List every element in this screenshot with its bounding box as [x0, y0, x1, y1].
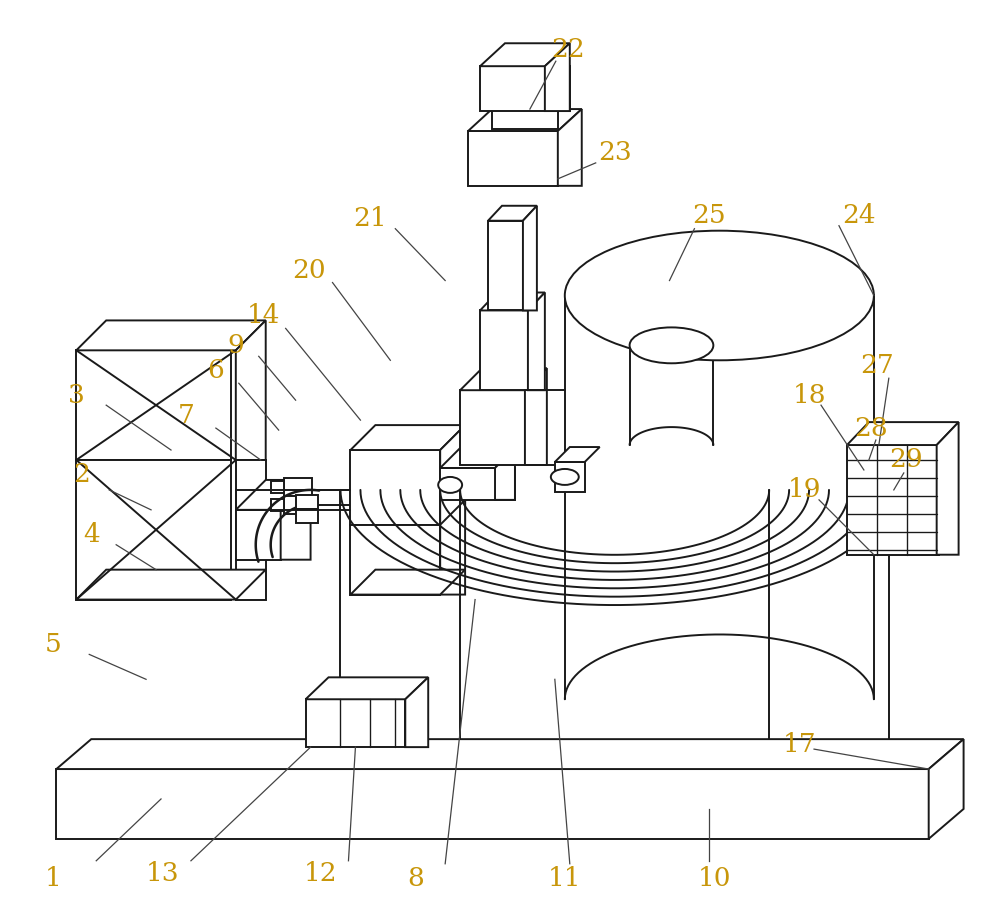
Polygon shape — [281, 480, 311, 560]
Bar — [296, 495, 318, 509]
Polygon shape — [480, 292, 545, 311]
Text: 8: 8 — [407, 867, 424, 891]
Text: 22: 22 — [551, 37, 585, 61]
Polygon shape — [76, 570, 266, 600]
Polygon shape — [440, 500, 465, 594]
Text: 9: 9 — [227, 333, 244, 358]
Bar — [306, 699, 405, 747]
Polygon shape — [306, 677, 428, 699]
Polygon shape — [555, 447, 600, 462]
Bar — [460, 390, 545, 465]
Text: 14: 14 — [247, 303, 280, 328]
Polygon shape — [480, 43, 570, 66]
Polygon shape — [440, 425, 465, 525]
Polygon shape — [488, 206, 537, 221]
Polygon shape — [558, 109, 582, 186]
Text: 4: 4 — [83, 522, 100, 547]
Bar — [271, 499, 284, 511]
Polygon shape — [937, 422, 959, 555]
Text: 11: 11 — [548, 867, 582, 891]
Text: 1: 1 — [45, 867, 62, 891]
Text: 18: 18 — [792, 383, 826, 408]
Polygon shape — [350, 425, 465, 450]
Text: 17: 17 — [782, 732, 816, 757]
Polygon shape — [350, 570, 465, 594]
Polygon shape — [405, 677, 428, 747]
Polygon shape — [525, 368, 547, 465]
Bar — [271, 481, 284, 493]
Text: 27: 27 — [860, 353, 894, 377]
Ellipse shape — [551, 469, 579, 485]
Polygon shape — [468, 109, 582, 131]
Bar — [350, 525, 440, 594]
Bar — [480, 66, 570, 111]
Text: 28: 28 — [854, 416, 888, 441]
Polygon shape — [847, 422, 959, 445]
Polygon shape — [236, 460, 266, 600]
Bar — [350, 450, 440, 525]
Polygon shape — [929, 739, 964, 839]
Text: 23: 23 — [598, 140, 632, 166]
Polygon shape — [56, 769, 929, 839]
Text: 25: 25 — [693, 203, 726, 228]
Polygon shape — [76, 321, 266, 350]
Bar — [480, 311, 528, 390]
Text: 2: 2 — [73, 463, 90, 487]
Bar — [555, 462, 585, 492]
Bar — [468, 131, 558, 186]
Bar — [76, 460, 231, 600]
Polygon shape — [523, 206, 537, 311]
Text: 21: 21 — [354, 206, 387, 231]
Bar — [492, 109, 558, 129]
Bar — [296, 509, 318, 523]
Polygon shape — [528, 292, 545, 390]
Text: 29: 29 — [889, 448, 923, 473]
Polygon shape — [236, 510, 281, 560]
Text: 13: 13 — [146, 861, 180, 887]
Bar — [847, 445, 939, 555]
Text: 7: 7 — [178, 403, 194, 428]
Polygon shape — [495, 448, 515, 500]
Text: 6: 6 — [207, 358, 224, 383]
Text: 10: 10 — [698, 867, 731, 891]
Text: 5: 5 — [45, 632, 62, 657]
Text: 20: 20 — [292, 258, 325, 283]
Ellipse shape — [438, 477, 462, 493]
Polygon shape — [236, 321, 266, 460]
Polygon shape — [545, 43, 570, 111]
Bar — [76, 350, 231, 460]
Bar — [488, 221, 523, 311]
Polygon shape — [440, 448, 515, 468]
Text: 24: 24 — [842, 203, 876, 228]
Text: 3: 3 — [68, 383, 85, 408]
Text: 12: 12 — [304, 861, 337, 887]
Bar — [284, 496, 312, 514]
Polygon shape — [460, 368, 547, 390]
Ellipse shape — [630, 327, 713, 364]
Polygon shape — [56, 739, 964, 769]
Bar — [440, 468, 515, 500]
Bar — [284, 478, 312, 496]
Polygon shape — [236, 480, 311, 510]
Text: 19: 19 — [787, 477, 821, 502]
Ellipse shape — [565, 231, 874, 360]
